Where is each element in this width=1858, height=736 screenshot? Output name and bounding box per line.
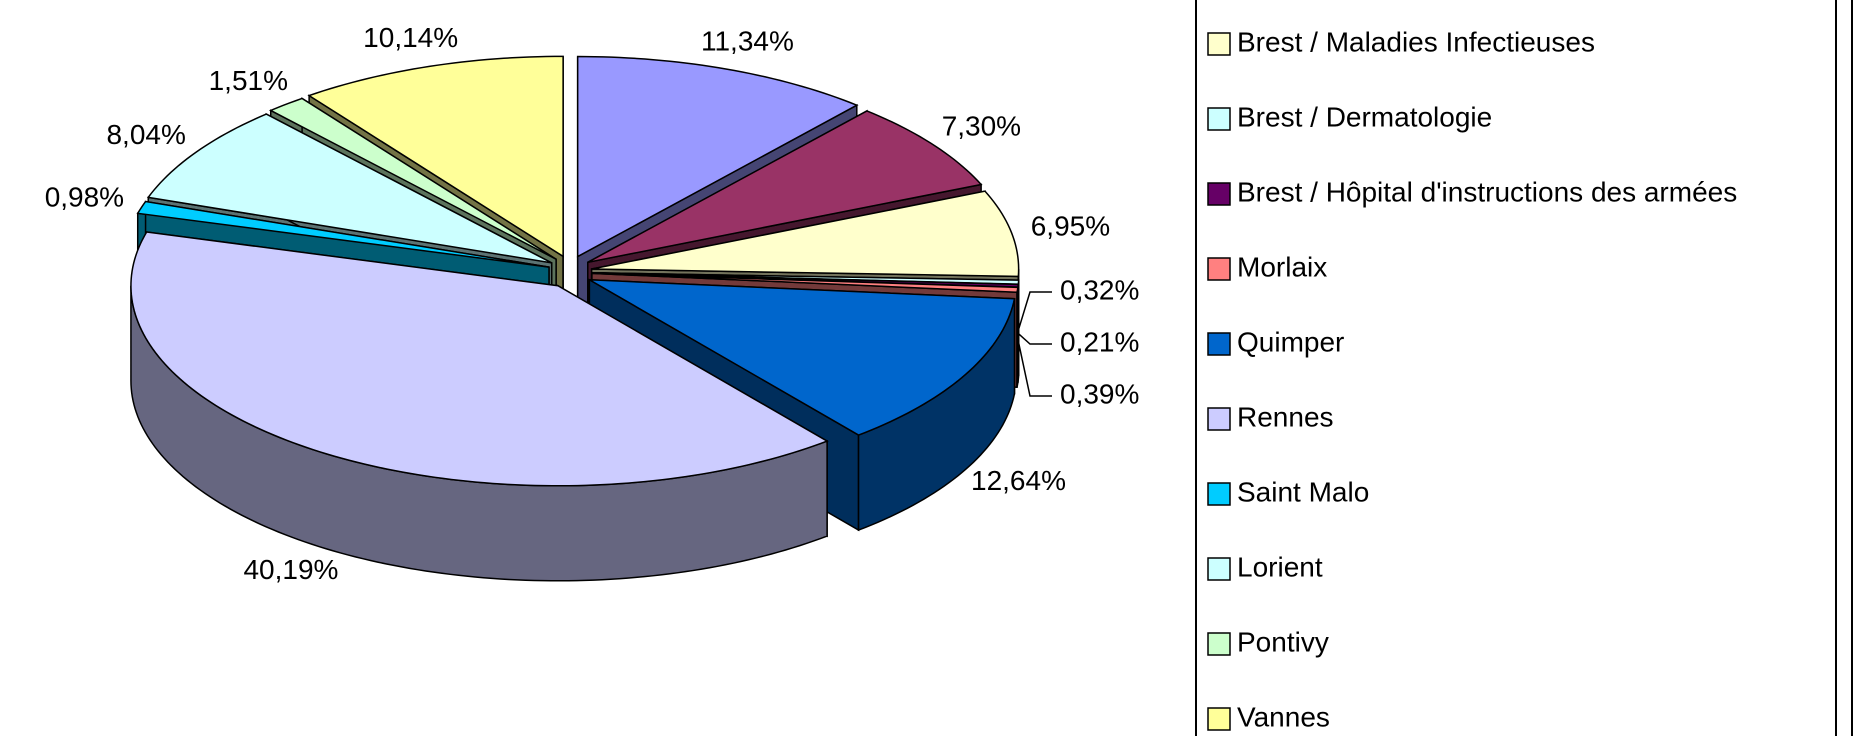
- legend-swatch: [1207, 32, 1231, 56]
- legend-swatch: [1207, 557, 1231, 581]
- data-label: 0,21%: [1060, 326, 1139, 357]
- legend-label: Quimper: [1237, 326, 1344, 357]
- legend-swatch: [1207, 257, 1231, 281]
- slice-top: [589, 279, 1016, 436]
- legend-swatch: [1207, 332, 1231, 356]
- data-label: 7,30%: [942, 111, 1021, 142]
- slice-top: [591, 272, 1019, 294]
- leader-line: [1017, 332, 1052, 345]
- legend-label: Brest / Hôpital d'instructions des armée…: [1237, 176, 1737, 207]
- slice-top: [587, 110, 983, 264]
- legend-label: Lorient: [1237, 551, 1323, 582]
- slice-top: [591, 190, 1020, 278]
- legend-box: [1195, 0, 1837, 736]
- data-label: 12,64%: [971, 465, 1066, 496]
- legend-label: Vannes: [1237, 701, 1330, 732]
- legend-swatch: [1207, 632, 1231, 656]
- data-label: 6,95%: [1031, 210, 1110, 241]
- data-label: 40,19%: [243, 554, 338, 585]
- legend-swatch: [1207, 182, 1231, 206]
- legend-label: Brest / Maladies Infectieuses: [1237, 26, 1595, 57]
- slice-top: [130, 231, 829, 487]
- data-label: 0,98%: [45, 181, 124, 212]
- legend-label: Saint Malo: [1237, 476, 1369, 507]
- data-label: 1,51%: [209, 65, 288, 96]
- data-label: 10,14%: [363, 22, 458, 53]
- slice-top: [268, 97, 557, 260]
- legend-swatch: [1207, 107, 1231, 131]
- legend-swatch: [1207, 407, 1231, 431]
- slice-top: [136, 200, 550, 268]
- slice-top: [576, 55, 859, 258]
- data-label: 0,39%: [1060, 378, 1139, 409]
- data-label: 0,32%: [1060, 274, 1139, 305]
- data-label: 8,04%: [106, 119, 185, 150]
- legend-label: Brest / Dermatologie: [1237, 101, 1492, 132]
- legend-label: Rennes: [1237, 401, 1334, 432]
- legend-label: Pontivy: [1237, 626, 1329, 657]
- legend-swatch: [1207, 482, 1231, 506]
- leader-line: [1016, 337, 1052, 397]
- leader-line: [1017, 291, 1052, 330]
- data-label: 11,34%: [701, 25, 794, 56]
- legend-swatch: [1207, 707, 1231, 731]
- legend-label: Morlaix: [1237, 251, 1327, 282]
- pie-slice: [130, 231, 829, 582]
- slice-top: [146, 113, 553, 264]
- slice-top: [307, 55, 564, 258]
